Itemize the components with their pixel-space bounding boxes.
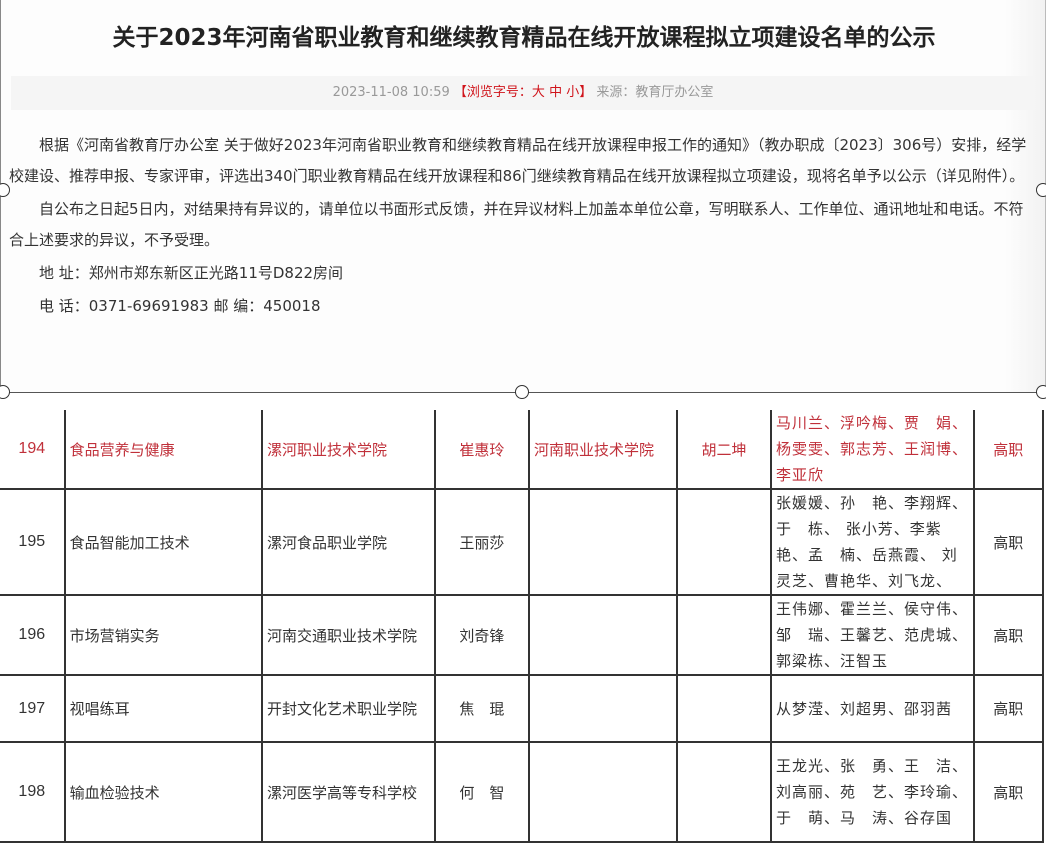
school-name: 漯河食品职业学院 (260, 488, 436, 596)
article-source: 来源：教育厅办公室 (596, 85, 714, 100)
school-name: 漯河医学高等专科学校 (260, 741, 436, 843)
partner-school (527, 741, 679, 843)
school-name: 开封文化艺术职业学院 (260, 674, 436, 743)
course-leader: 刘奇锋 (433, 594, 530, 676)
font-large-link[interactable]: 大 (531, 85, 545, 100)
table-row: 196 市场营销实务 河南交通职业技术学院 刘奇锋 王伟娜、霍兰兰、侯守伟、邹 瑞、王馨… (0, 594, 1045, 676)
course-table: 194 食品营养与健康 漯河职业技术学院 崔惠玲 河南职业技术学院 胡二坤 马川兰、浮吟梅、… (0, 410, 1045, 843)
school-name: 河南交通职业技术学院 (260, 594, 436, 676)
font-medium-link[interactable]: 中 (549, 85, 563, 100)
course-leader: 何 智 (433, 741, 530, 843)
article-screenshot: 关于2023年河南省职业教育和继续教育精品在线开放课程拟立项建设名单的公示 20… (0, 0, 1046, 392)
course-name: 食品营养与健康 (63, 410, 263, 490)
course-name: 视唱练耳 (63, 674, 263, 743)
article-meta: 2023-11-08 10:59 【浏览字号：大 中 小】 来源：教育厅办公室 (11, 76, 1035, 110)
font-size-label: 【浏览字号： (453, 85, 532, 100)
level: 高职 (972, 741, 1045, 843)
article-body: 根据《河南省教育厅办公室 关于做好2023年河南省职业教育和继续教育精品在线开放… (9, 130, 1035, 324)
level: 高职 (972, 674, 1045, 743)
partner-school: 河南职业技术学院 (527, 410, 679, 490)
team-members: 王龙光、张 勇、王 洁、刘高丽、苑 艺、李玲瑜、于 萌、马 涛、谷存国 (770, 741, 975, 843)
row-number: 197 (0, 674, 66, 743)
page-title: 关于2023年河南省职业教育和继续教育精品在线开放课程拟立项建设名单的公示 (112, 25, 936, 51)
partner-leader (676, 741, 773, 843)
row-number: 196 (0, 594, 66, 676)
paragraph: 自公布之日起5日内，对结果持有异议的，请单位以书面形式反馈，并在异议材料上加盖本… (9, 200, 1024, 249)
table-row: 198 输血检验技术 漯河医学高等专科学校何 智 王龙光、张 勇、王 洁、刘高丽、苑 … (0, 741, 1045, 843)
contact-line: 电 话：0371-69691983 邮 编：450018 (39, 297, 321, 315)
address-line: 地 址：郑州市郑东新区正光路11号D822房间 (39, 264, 344, 282)
partner-school (527, 488, 679, 596)
resize-handle[interactable] (515, 385, 529, 399)
team-members: 从梦滢、刘超男、邵羽茜 (770, 674, 975, 743)
level: 高职 (972, 488, 1045, 596)
resize-handle[interactable] (0, 183, 10, 197)
course-name: 输血检验技术 (63, 741, 263, 843)
level: 高职 (972, 410, 1045, 490)
partner-school (527, 674, 679, 743)
team-members: 张媛媛、孙 艳、李翔辉、于 栋、 张小芳、李紫艳、孟 楠、岳燕霞、 刘灵芝、曹艳… (770, 488, 975, 596)
publish-datetime: 2023-11-08 10:59 (332, 85, 450, 100)
resize-handle[interactable] (1036, 385, 1046, 399)
course-name: 食品智能加工技术 (63, 488, 263, 596)
partner-leader (676, 594, 773, 676)
partner-leader (676, 488, 773, 596)
table-row: 194 食品营养与健康 漯河职业技术学院 崔惠玲 河南职业技术学院 胡二坤 马川兰、浮吟梅、… (0, 410, 1045, 490)
course-leader: 崔惠玲 (433, 410, 530, 490)
row-number: 198 (0, 741, 66, 843)
course-name: 市场营销实务 (63, 594, 263, 676)
edge-fade (1005, 0, 1045, 392)
partner-leader (676, 674, 773, 743)
course-leader: 焦 琨 (433, 674, 530, 743)
resize-handle[interactable] (1036, 183, 1046, 197)
course-leader: 王丽莎 (433, 488, 530, 596)
row-number: 195 (0, 488, 66, 596)
team-members: 马川兰、浮吟梅、贾 娟、杨雯雯、郭志芳、王润博、李亚欣 (770, 410, 975, 490)
paragraph: 根据《河南省教育厅办公室 关于做好2023年河南省职业教育和继续教育精品在线开放… (9, 136, 1027, 185)
partner-leader: 胡二坤 (676, 410, 773, 490)
partner-school (527, 594, 679, 676)
table-row: 195 食品智能加工技术 漯河食品职业学院 王丽莎 张媛媛、孙 艳、李翔辉、于 栋、 张… (0, 488, 1045, 596)
table-row: 197 视唱练耳 开封文化艺术职业学院焦 琨 从梦滢、刘超男、邵羽茜 高职 (0, 674, 1045, 743)
resize-handle[interactable] (0, 385, 10, 399)
school-name: 漯河职业技术学院 (260, 410, 436, 490)
font-small-link[interactable]: 小 (566, 85, 580, 100)
row-number: 194 (0, 410, 66, 490)
team-members: 王伟娜、霍兰兰、侯守伟、邹 瑞、王馨艺、范虎城、郭粱栋、汪智玉 (770, 594, 975, 676)
font-size-bracket: 】 (579, 85, 593, 100)
level: 高职 (972, 594, 1045, 676)
